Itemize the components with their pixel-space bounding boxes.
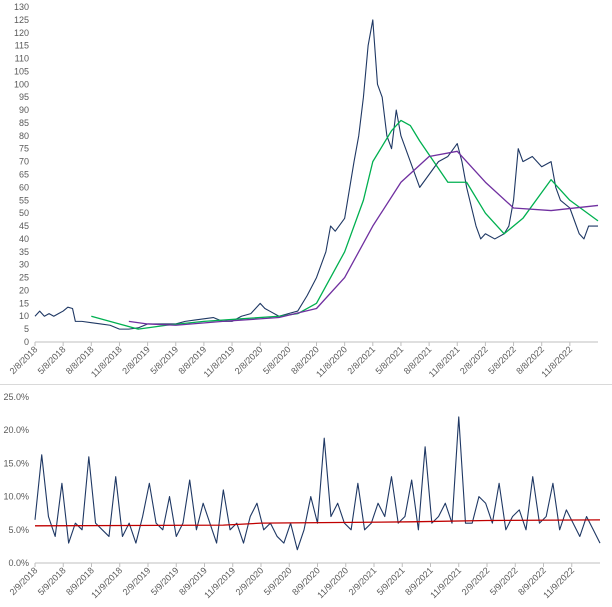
chart-divider xyxy=(0,384,612,385)
y-tick-label: 105 xyxy=(14,66,29,76)
y-tick-label: 130 xyxy=(14,2,29,12)
y-tick-label: 25 xyxy=(19,273,29,283)
x-tick-label: 2/9/2020 xyxy=(234,565,266,597)
x-tick-label: 5/9/2020 xyxy=(262,565,294,597)
x-tick-label: 11/9/2019 xyxy=(202,565,237,600)
x-tick-label: 11/9/2022 xyxy=(541,565,576,600)
y-tick-label: 125 xyxy=(14,15,29,25)
x-tick-label: 11/9/2021 xyxy=(428,565,463,600)
x-tick-label: 5/9/2019 xyxy=(149,565,181,597)
x-tick-label: 2/9/2018 xyxy=(8,565,40,597)
y-tick-label: 115 xyxy=(15,41,29,51)
y-tick-label: 15 xyxy=(19,298,29,308)
x-tick-label: 2/9/2019 xyxy=(121,565,153,597)
y-tick-label: 100 xyxy=(14,79,29,89)
x-tick-label: 11/9/2018 xyxy=(89,565,124,600)
y-tick-label: 40 xyxy=(19,234,29,244)
y-tick-label: 0 xyxy=(24,337,29,347)
y-tick-label: 10 xyxy=(19,311,29,321)
x-tick-label: 5/9/2021 xyxy=(375,565,407,597)
y-tick-label: 50 xyxy=(19,208,29,218)
y-tick-label: 75 xyxy=(19,144,29,154)
y-tick-label: 95 xyxy=(19,92,29,102)
y-tick-label: 35 xyxy=(19,247,29,257)
y-tick-label: 85 xyxy=(19,118,29,128)
x-tick-label: 2/9/2022 xyxy=(460,565,492,597)
y-tick-label: 60 xyxy=(19,182,29,192)
x-tick-label: 11/9/2020 xyxy=(315,565,350,600)
y-tick-label: 120 xyxy=(14,28,29,38)
x-tick-label: 5/9/2018 xyxy=(36,565,68,597)
y-tick-label: 20.0% xyxy=(3,425,29,435)
y-tick-label: 30 xyxy=(19,260,29,270)
y-tick-label: 15.0% xyxy=(3,458,29,468)
y-tick-label: 5 xyxy=(24,324,29,334)
y-tick-label: 70 xyxy=(19,157,29,167)
x-tick-label: 2/9/2021 xyxy=(347,565,379,597)
price-chart: 0 5 10 15 20 25 30 35 40 45 50 55 60 65 70 75 80 85 90 95 10… xyxy=(8,2,599,379)
y-tick-label: 90 xyxy=(19,105,29,115)
series-line-price xyxy=(34,19,598,330)
y-tick-label: 0.0% xyxy=(8,558,29,568)
y-tick-label: 10.0% xyxy=(3,492,29,502)
series-line-volatility xyxy=(34,416,601,551)
y-tick-label: 65 xyxy=(19,170,29,180)
series-line-moving-average-short xyxy=(91,119,599,330)
series-line-moving-average-long xyxy=(128,150,599,326)
x-tick-label: 5/9/2022 xyxy=(488,565,520,597)
y-tick-label: 55 xyxy=(19,195,29,205)
y-tick-label: 25.0% xyxy=(3,392,29,402)
y-tick-label: 5.0% xyxy=(8,525,29,535)
y-tick-label: 20 xyxy=(19,285,29,295)
series-line-average xyxy=(34,519,601,527)
y-tick-label: 80 xyxy=(19,131,29,141)
y-tick-label: 45 xyxy=(19,221,29,231)
y-tick-label: 110 xyxy=(15,54,29,64)
